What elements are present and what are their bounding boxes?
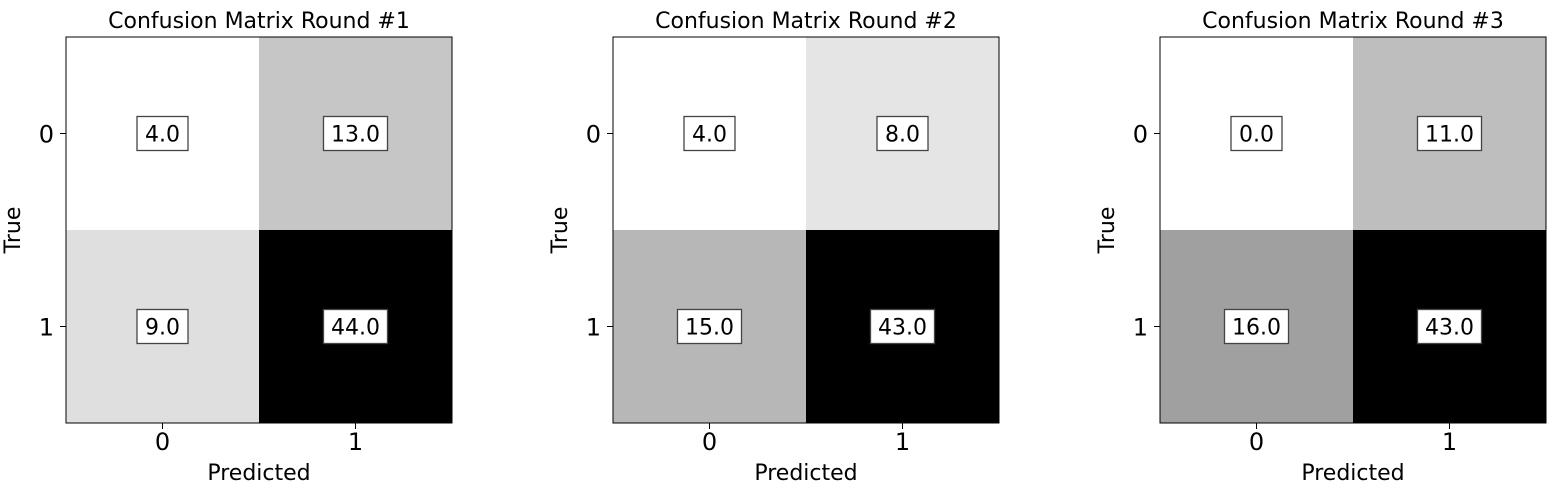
cell-value-label: 4.0	[145, 123, 180, 148]
y-tick-label: 1	[39, 314, 54, 342]
cell-value-label: 9.0	[145, 316, 180, 341]
x-axis-label: Predicted	[754, 461, 857, 486]
y-tick-label: 1	[586, 314, 601, 342]
cell-label-box	[136, 115, 189, 152]
cell-label-box	[322, 115, 389, 152]
plot-frame	[612, 36, 1000, 424]
cell-value-label: 43.0	[1425, 316, 1474, 341]
chart-title: Confusion Matrix Round #2	[655, 9, 957, 34]
confusion-matrix-panel-3: 0.0 11.0 16.0 43.0 Confusion Matrix Round #3…	[1095, 9, 1547, 486]
plot-frame	[1159, 36, 1547, 424]
x-axis-label: Predicted	[207, 461, 310, 486]
cell-label-box	[322, 308, 389, 345]
cell-label-box	[136, 308, 189, 345]
plot-frame	[65, 36, 453, 424]
cell-value-label: 15.0	[685, 316, 734, 341]
x-tick-label: 1	[1442, 428, 1457, 456]
y-tick-label: 0	[39, 121, 54, 149]
chart-title: Confusion Matrix Round #1	[108, 9, 410, 34]
y-tick-label: 1	[1133, 314, 1148, 342]
y-axis-label: True	[1, 207, 26, 255]
cell-label-box	[683, 115, 736, 152]
y-tick-label: 0	[586, 121, 601, 149]
cell-label-box	[1416, 308, 1483, 345]
cell-value-label: 11.0	[1425, 123, 1474, 148]
cell-label-box	[876, 115, 929, 152]
cell-value-label: 8.0	[885, 123, 920, 148]
x-tick-label: 1	[348, 428, 363, 456]
cell-value-label: 4.0	[692, 123, 727, 148]
cell-label-box	[1223, 308, 1290, 345]
x-tick-label: 0	[702, 428, 717, 456]
x-tick-label: 0	[1249, 428, 1264, 456]
cell-label-box	[676, 308, 743, 345]
cell-value-label: 16.0	[1232, 316, 1281, 341]
cell-label-box	[1416, 115, 1483, 152]
cell-label-box	[1230, 115, 1283, 152]
confusion-matrix-panel-2: 4.0 8.0 15.0 43.0 Confusion Matrix Round #2 0…	[548, 9, 1000, 486]
confusion-matrix-panel-1: 4.0 13.0 9.0 44.0 Confusion Matrix Round #1 0…	[1, 9, 453, 486]
x-axis-label: Predicted	[1301, 461, 1404, 486]
cell-value-label: 0.0	[1239, 123, 1274, 148]
cell-value-label: 13.0	[331, 123, 380, 148]
x-tick-label: 1	[895, 428, 910, 456]
y-tick-label: 0	[1133, 121, 1148, 149]
cell-value-label: 43.0	[878, 316, 927, 341]
y-axis-label: True	[548, 207, 573, 255]
cell-value-label: 44.0	[331, 316, 380, 341]
cell-label-box	[869, 308, 936, 345]
chart-title: Confusion Matrix Round #3	[1202, 9, 1504, 34]
y-axis-label: True	[1095, 207, 1120, 255]
x-tick-label: 0	[155, 428, 170, 456]
